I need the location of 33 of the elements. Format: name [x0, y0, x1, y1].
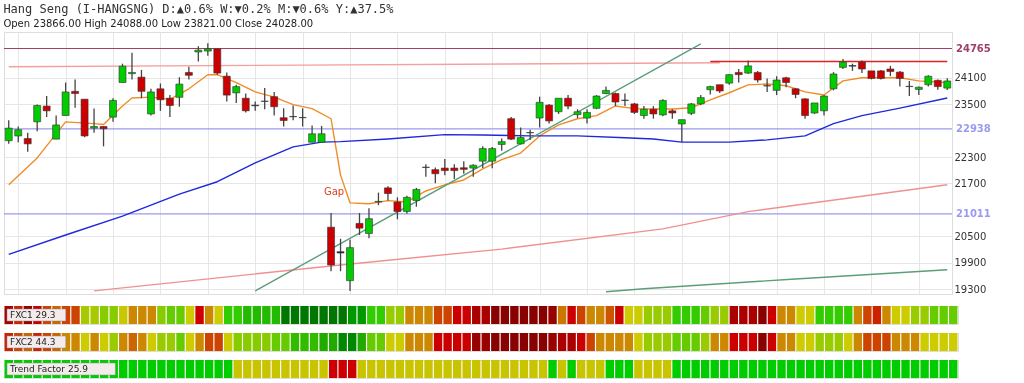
line-series — [8, 97, 948, 256]
chart-subtitle: Open 23866.00 High 24088.00 Low 23821.00 Close 24028.00 — [3, 18, 314, 29]
candlestick — [526, 129, 534, 141]
y-tick-label: 20500 — [954, 230, 987, 242]
line-series — [605, 269, 948, 293]
candlestick — [678, 118, 686, 143]
ref-line-label: 22938 — [956, 122, 991, 134]
candlestick — [298, 107, 307, 128]
candlestick — [829, 71, 838, 92]
candlestick — [289, 104, 297, 121]
y-tick-label: 24100 — [954, 72, 987, 84]
candlestick — [422, 163, 430, 178]
y-tick-label: 21700 — [954, 177, 987, 189]
candlestick — [279, 107, 288, 128]
annotation: Gap — [323, 186, 345, 197]
candlestick — [109, 97, 117, 123]
y-tick-label: 23500 — [954, 98, 987, 110]
y-tick-label: 19900 — [954, 257, 987, 269]
candlestick — [185, 66, 193, 81]
y-tick-label: 19300 — [954, 283, 987, 295]
annotation: Trend Factor 25.9 — [9, 364, 89, 374]
candlestick — [175, 76, 184, 108]
annotation: FXC2 44.3 — [10, 337, 56, 347]
annotation: FXC1 29.3 — [10, 310, 56, 320]
line-series — [93, 184, 948, 292]
candlestick — [42, 95, 51, 118]
chart-title: Hang Seng (I-HANGSNG) D:▲0.6% W:▼0.2% M:▼0.6% Y:▲37.5% — [3, 2, 395, 16]
candlestick — [33, 103, 41, 132]
y-tick-label: 22300 — [954, 151, 987, 163]
ref-line-label: 24765 — [956, 42, 991, 54]
candlestick — [52, 114, 60, 140]
ref-line-label: 21011 — [956, 207, 991, 219]
candlestick — [23, 132, 32, 153]
